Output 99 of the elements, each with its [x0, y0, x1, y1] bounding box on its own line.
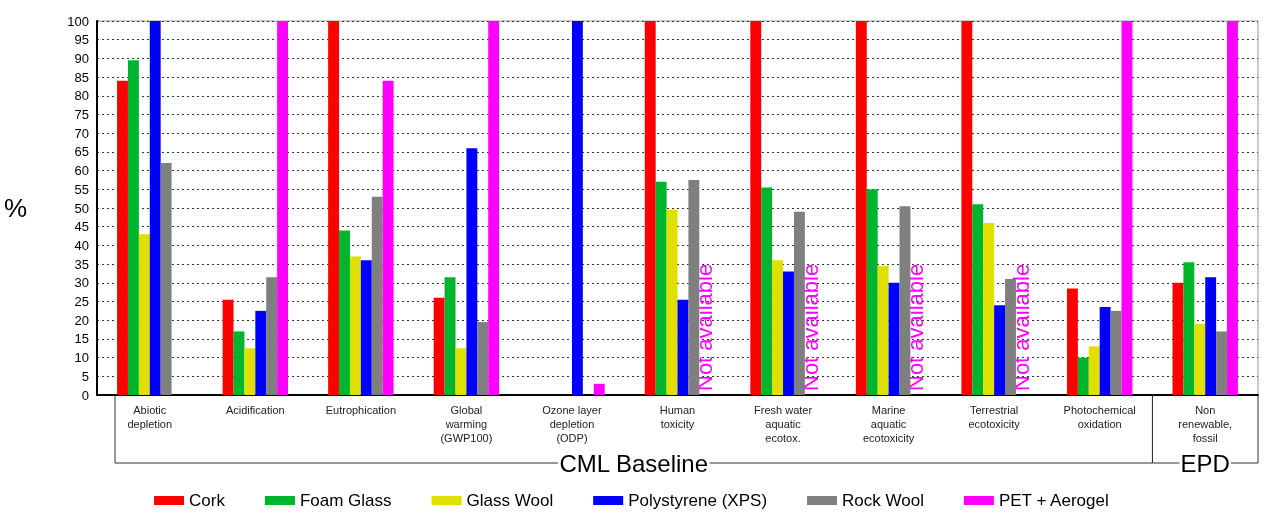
y-tick-label: 60 — [74, 163, 89, 179]
bar — [994, 305, 1006, 395]
bar — [255, 310, 267, 395]
bar — [593, 383, 605, 395]
bar — [1121, 21, 1133, 395]
y-tick-label: 45 — [74, 219, 89, 235]
y-tick-label: 40 — [74, 237, 89, 253]
text: EPD — [1180, 449, 1230, 477]
bar — [233, 331, 245, 395]
bar — [477, 322, 489, 395]
bar — [360, 260, 372, 395]
bar — [772, 260, 784, 395]
bar — [1227, 21, 1238, 395]
y-tick-label: 65 — [74, 144, 89, 160]
y-axis-title: % — [3, 193, 27, 223]
bar — [783, 271, 794, 395]
bar — [1194, 323, 1206, 395]
y-tick-label: 0 — [81, 387, 89, 403]
bar — [382, 80, 394, 395]
bar — [1066, 288, 1078, 395]
y-tick-label: 55 — [74, 181, 89, 197]
bar — [571, 21, 583, 395]
bar — [488, 21, 500, 395]
bar — [877, 265, 889, 395]
y-tick-label: 30 — [74, 275, 89, 291]
bar — [644, 21, 656, 395]
bar — [972, 204, 984, 395]
bar — [222, 299, 234, 395]
y-tick-label: 85 — [74, 69, 89, 85]
bar — [433, 297, 445, 395]
y-tick-label: 100 — [67, 13, 89, 29]
bar — [983, 222, 995, 395]
bar — [349, 256, 361, 395]
y-tick-label: 75 — [74, 107, 89, 122]
bar — [244, 348, 256, 395]
x-tick-label: Ozone layer depletion (ODP) — [542, 404, 602, 444]
bar — [444, 277, 456, 395]
bar — [750, 21, 762, 395]
bar — [266, 277, 278, 395]
bar — [961, 21, 973, 395]
bar — [1077, 357, 1089, 395]
bar — [455, 348, 467, 395]
y-tick-label: 20 — [74, 312, 89, 328]
annotation: Not available — [1008, 263, 1034, 391]
bar — [149, 21, 161, 395]
bar — [1088, 346, 1100, 395]
legend-label: PET + Aerogel — [998, 491, 1109, 510]
bar — [655, 181, 667, 395]
y-tick-label: 50 — [74, 200, 89, 216]
y-tick-label: 70 — [74, 125, 89, 141]
x-tick-label: Global warming (GWP100) — [440, 404, 493, 444]
y-tick-label: 90 — [74, 50, 89, 66]
bar — [761, 187, 773, 395]
bar — [1183, 262, 1195, 395]
bar — [1110, 310, 1122, 395]
bar — [793, 211, 805, 395]
y-tick-label: 25 — [74, 294, 89, 309]
legend-label: Glass Wool — [466, 491, 554, 510]
annotation: Not available — [797, 263, 823, 391]
bar — [277, 21, 289, 395]
y-tick-label: 80 — [74, 88, 89, 104]
bar — [328, 21, 340, 395]
x-tick-label: Eutrophication — [325, 404, 397, 416]
bar — [371, 196, 383, 395]
bar — [466, 148, 478, 395]
x-tick-label: Human toxicity — [659, 404, 696, 430]
bar — [688, 179, 700, 395]
y-tick-label: 5 — [81, 368, 89, 384]
x-tick-label: Non renewable, fossil — [1178, 404, 1233, 444]
legend-label: Foam Glass — [299, 491, 392, 510]
bar — [160, 163, 172, 395]
y-tick-label: 10 — [74, 350, 89, 366]
bar — [127, 60, 139, 395]
bar — [1172, 282, 1184, 395]
y-tick-label: 15 — [74, 331, 89, 347]
bar — [1216, 331, 1228, 395]
x-tick-label: Terrestrial ecotoxicity — [968, 404, 1021, 430]
y-tick-label: 95 — [74, 32, 89, 48]
bar — [339, 230, 350, 395]
text: CML Baseline — [559, 449, 708, 477]
bar — [138, 234, 150, 395]
legend-label: Rock Wool — [842, 491, 924, 510]
x-tick-label: Abiotic depletion — [127, 404, 173, 430]
bar — [677, 299, 689, 395]
x-tick-label: Fresh water aquatic ecotox. — [754, 404, 813, 444]
bar — [1099, 307, 1111, 395]
x-tick-label: Acidification — [225, 404, 285, 416]
bar — [855, 21, 867, 395]
x-tick-label: Marine aquatic ecotoxicity — [862, 404, 915, 444]
bar — [888, 282, 900, 395]
bar — [899, 206, 911, 395]
y-tick-label: 35 — [74, 256, 89, 272]
bar — [666, 209, 678, 395]
x-tick-label: Photochemical oxidation — [1063, 404, 1136, 430]
legend-label: Cork — [189, 491, 226, 510]
legend-label: Polystyrene (XPS) — [628, 491, 768, 510]
bar — [866, 189, 878, 395]
bar — [117, 80, 128, 395]
bar — [1205, 277, 1217, 395]
